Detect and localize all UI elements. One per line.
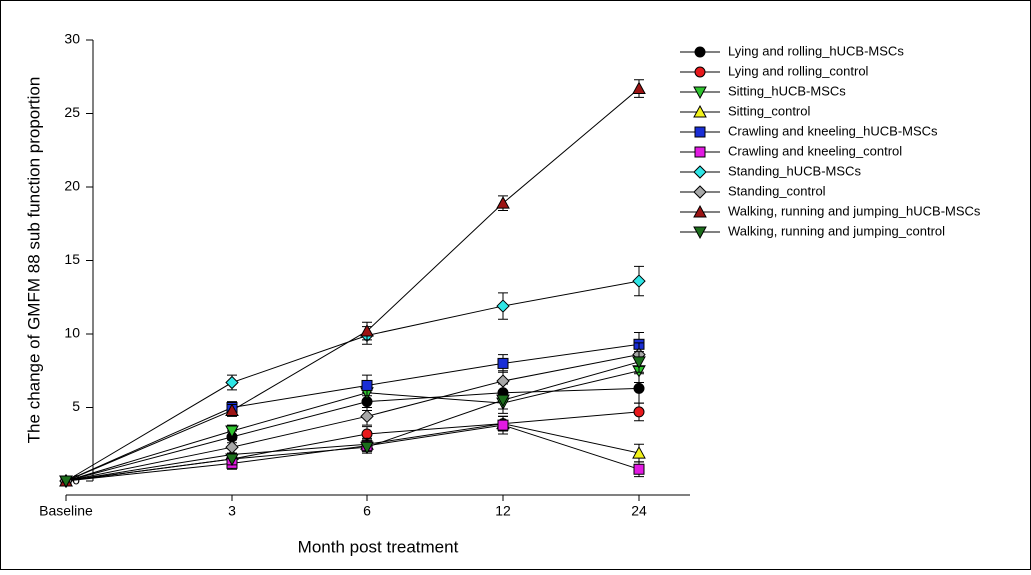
legend-marker — [694, 146, 706, 158]
data-point — [59, 475, 73, 489]
data-point — [497, 357, 509, 369]
data-point — [633, 382, 645, 394]
data-point — [496, 196, 510, 209]
legend-label: Walking, running and jumping_hUCB-MSCs — [728, 203, 981, 218]
data-point — [360, 324, 374, 337]
data-point — [633, 406, 645, 418]
data-point — [225, 425, 239, 439]
legend-label: Walking, running and jumping_control — [728, 223, 945, 238]
data-point — [361, 379, 373, 391]
y-tick-label: 30 — [64, 31, 80, 47]
data-point — [496, 374, 510, 388]
data-point — [632, 446, 646, 459]
x-axis-label: Month post treatment — [298, 537, 459, 556]
legend-label: Standing_hUCB-MSCs — [728, 163, 861, 178]
legend-marker — [694, 46, 706, 58]
data-point — [225, 453, 239, 466]
data-point — [497, 419, 509, 431]
x-tick-label: Baseline — [39, 503, 93, 519]
legend-label: Sitting_control — [728, 103, 810, 118]
data-point — [632, 81, 646, 95]
legend-marker — [694, 66, 706, 78]
legend-label: Crawling and kneeling_hUCB-MSCs — [728, 123, 938, 138]
data-point — [360, 441, 374, 455]
x-tick-label: 24 — [631, 503, 647, 519]
data-point — [496, 299, 510, 313]
y-axis-label: The change of GMFM 88 sub function propo… — [24, 77, 43, 444]
data-point — [496, 394, 510, 408]
data-point — [632, 274, 646, 288]
y-tick-label: 25 — [64, 104, 80, 120]
legend-label: Crawling and kneeling_control — [728, 143, 902, 158]
legend-label: Sitting_hUCB-MSCs — [728, 83, 846, 98]
x-tick-label: 3 — [228, 503, 236, 519]
legend-marker — [693, 104, 707, 118]
data-point — [633, 463, 645, 475]
legend-marker — [693, 86, 707, 100]
data-point — [225, 375, 239, 390]
legend-label: Lying and rolling_control — [728, 63, 869, 78]
legend-marker — [693, 226, 707, 240]
legend-marker — [694, 126, 706, 138]
x-tick-label: 6 — [363, 503, 371, 519]
data-point — [360, 409, 374, 424]
y-tick-label: 15 — [64, 251, 80, 267]
data-point — [632, 356, 646, 369]
legend-marker — [693, 185, 707, 199]
data-point — [225, 403, 239, 416]
legend-marker — [693, 165, 707, 179]
legend-marker — [693, 204, 707, 218]
y-tick-label: 5 — [72, 398, 80, 414]
y-tick-label: 20 — [64, 178, 80, 194]
y-tick-label: 10 — [64, 325, 80, 341]
legend-label: Lying and rolling_hUCB-MSCs — [728, 43, 904, 58]
x-tick-label: 12 — [495, 503, 511, 519]
legend-label: Standing_control — [728, 183, 826, 198]
